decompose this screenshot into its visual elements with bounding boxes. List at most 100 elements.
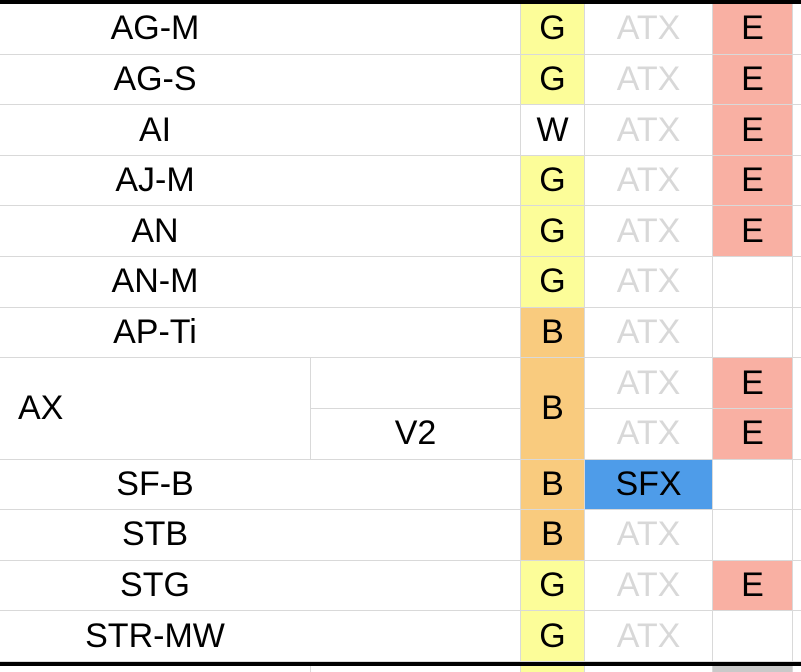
right-margin-cell [792,155,801,206]
right-margin-cell [792,257,801,307]
row-label-cell[interactable]: STB [121,515,189,554]
table-row: SF-B B SFX [0,459,801,511]
variant-cell[interactable] [310,308,520,358]
e-cell[interactable]: E [712,4,792,54]
variant-cell[interactable] [310,156,520,206]
row-label-cell[interactable]: STG [120,566,190,605]
form-factor-cell[interactable]: ATX [584,510,712,560]
row-label-cell[interactable]: AG-S [113,59,197,98]
form-factor-cell[interactable]: ATX [584,257,712,307]
row-label-cell[interactable]: AJ-M [115,161,195,200]
table-row: STR-MW G ATX [0,611,801,662]
right-margin-cell [792,665,801,672]
code-cell[interactable]: G [520,54,584,105]
right-margin-cell [792,358,801,459]
e-cell[interactable] [712,257,792,307]
form-factor-cell[interactable]: ATX [584,4,712,54]
variant-cell[interactable] [310,460,520,510]
variant-subcolumn: V2 [310,358,520,459]
code-cell-merged[interactable]: B [520,358,584,459]
code-cell[interactable]: W [520,105,584,155]
variant-cell[interactable] [310,105,520,155]
form-factor-cell[interactable]: ATX [584,206,712,257]
e-cell[interactable]: E [712,105,792,155]
code-cell[interactable]: G [520,560,584,611]
table-row: AG-M G ATX E [0,4,801,55]
row-label-cell[interactable]: AN [131,211,179,250]
e-cell[interactable]: E [712,54,792,105]
thick-border-bottom [0,661,801,666]
e-cell[interactable] [712,510,792,560]
form-factor-cell[interactable]: ATX [584,105,712,155]
form-factor-cell[interactable]: ATX [584,611,712,661]
table-row-merged-ax: AX V2 B ATX E ATX E [0,358,801,460]
right-margin-cell [792,105,801,155]
right-margin-cell [792,611,801,661]
row-label-cell[interactable]: AP-Ti [113,312,197,351]
e-cell[interactable]: E [712,155,792,206]
table-row: AG-S G ATX E [0,54,801,106]
code-cell[interactable]: G [520,4,584,54]
variant-cell[interactable] [310,55,520,105]
row-label-cell[interactable]: AI [138,110,172,149]
table-row: AJ-M G ATX E [0,155,801,207]
table-row: AN G ATX E [0,206,801,258]
code-cell[interactable]: G [520,155,584,206]
form-factor-cell[interactable]: ATX [584,54,712,105]
table-row: STG G ATX E [0,560,801,612]
form-factor-cell[interactable]: ATX [584,560,712,611]
code-cell[interactable]: B [520,510,584,560]
sub-row: ATX E [584,408,792,459]
code-cell[interactable]: G [520,611,584,661]
code-cell[interactable]: G [520,257,584,307]
variant-cell[interactable] [310,665,520,672]
code-cell[interactable]: G [520,206,584,257]
form-factor-cell[interactable]: ATX [584,155,712,206]
variant-cell[interactable] [310,561,520,611]
e-cell[interactable]: E [712,206,792,257]
e-cell[interactable] [712,665,792,672]
right-margin-cell [792,510,801,560]
variant-cell[interactable] [310,4,520,54]
thick-border-top [0,0,801,4]
sub-row: ATX E [584,358,792,409]
variant-cell[interactable] [310,206,520,256]
table-row-partial [0,665,801,672]
code-cell[interactable]: B [520,459,584,510]
row-label-cell[interactable]: STR-MW [85,616,225,655]
form-factor-cell[interactable]: ATX [584,408,712,459]
form-e-subcolumn: ATX E ATX E [584,358,792,459]
row-label-cell[interactable]: SF-B [116,464,194,503]
variant-cell[interactable] [310,611,520,661]
variant-cell[interactable]: V2 [394,414,437,453]
form-factor-cell[interactable]: ATX [584,307,712,358]
variant-cell[interactable] [311,358,520,409]
e-cell[interactable] [712,459,792,510]
right-margin-cell [792,560,801,611]
e-cell[interactable]: E [712,560,792,611]
right-margin-cell [792,206,801,257]
right-margin-cell [792,54,801,105]
variant-cell[interactable] [310,257,520,307]
right-margin-cell [792,459,801,510]
form-factor-cell[interactable] [584,665,712,672]
form-factor-cell[interactable]: ATX [584,358,712,408]
row-label-cell[interactable] [0,666,310,672]
table-row: STB B ATX [0,510,801,561]
row-label-cell[interactable]: AG-M [110,9,200,48]
right-margin-cell [792,307,801,358]
e-cell[interactable] [712,307,792,358]
row-label-cell[interactable]: AX [18,388,64,427]
code-cell[interactable] [520,665,584,672]
form-factor-cell[interactable]: SFX [584,459,712,510]
right-margin-cell [792,4,801,54]
table-row: AI W ATX E [0,105,801,156]
e-cell[interactable] [712,611,792,661]
e-cell[interactable]: E [712,358,792,408]
e-cell[interactable]: E [712,408,792,459]
table-row: AP-Ti B ATX [0,307,801,359]
row-label-cell[interactable]: AN-M [111,262,199,301]
variant-cell[interactable] [310,510,520,560]
code-cell[interactable]: B [520,307,584,358]
